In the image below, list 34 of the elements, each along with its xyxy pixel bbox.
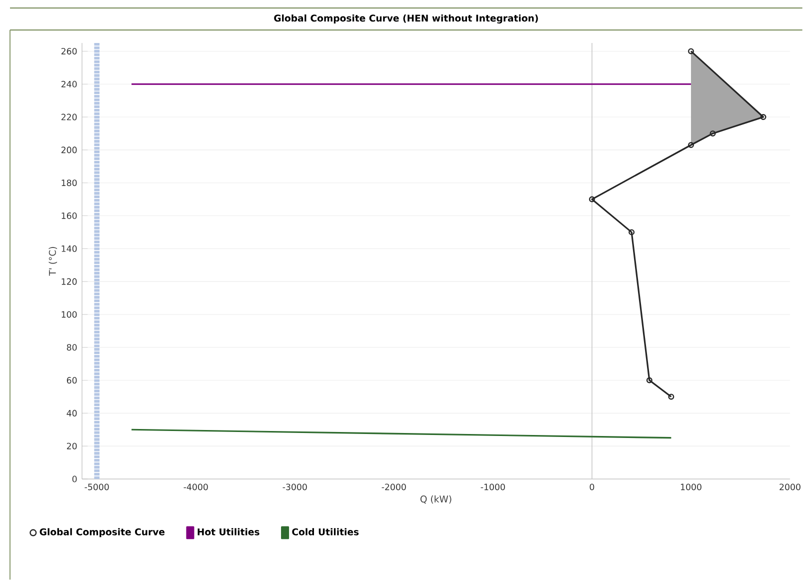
y-tick-label: 140 <box>62 245 77 252</box>
y-tick-label: 160 <box>62 212 77 220</box>
y-tick-label: 240 <box>61 80 77 88</box>
point <box>688 142 694 148</box>
point <box>588 196 595 202</box>
x-tick-label: -2000 <box>382 484 406 490</box>
y-tick-label: 100 <box>62 311 77 318</box>
x-tick-label: 1000 <box>680 484 702 490</box>
y-tick-label: 0 <box>72 476 77 482</box>
legend-label: Cold Utilities <box>292 528 359 536</box>
x-tick-label: -3000 <box>282 484 307 490</box>
y-tick-label: 40 <box>66 410 77 416</box>
y-tick-label: 260 <box>61 48 77 54</box>
y-tick-label: 180 <box>62 180 77 186</box>
x-tick-label: -5000 <box>84 484 109 490</box>
x-tick-label: 0 <box>590 484 594 490</box>
point <box>710 130 716 136</box>
y-tick-label: 60 <box>66 377 77 384</box>
y-tick-label: 20 <box>66 442 77 450</box>
point <box>760 114 766 120</box>
point <box>628 229 635 236</box>
y-tick-label: 220 <box>61 114 77 120</box>
y-tick-label: 80 <box>66 344 77 351</box>
legend-label: Global Composite Curve <box>40 528 165 538</box>
y-axis-title: T' (°C) <box>48 246 58 276</box>
x-tick-label: -4000 <box>184 484 208 490</box>
point <box>646 377 652 384</box>
legend-label: Hot Utilities <box>198 528 260 536</box>
x-tick-label: -1000 <box>480 484 505 490</box>
x-axis-title: Q (kW) <box>420 495 452 504</box>
y-tick-label: 120 <box>62 278 77 285</box>
x-tick-label: 2000 <box>780 484 800 490</box>
chart-title: Global Composite Curve (HEN without Integration) <box>274 14 538 24</box>
y-tick-label: 200 <box>61 146 77 154</box>
